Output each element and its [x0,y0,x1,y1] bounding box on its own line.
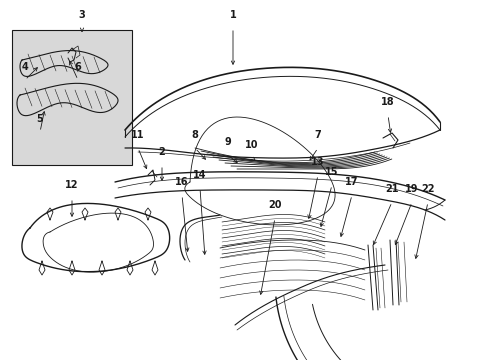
Text: 2: 2 [158,147,165,157]
Text: 8: 8 [191,130,198,140]
Text: 3: 3 [79,10,85,20]
Text: 20: 20 [268,200,281,210]
Text: 14: 14 [193,170,206,180]
Text: 17: 17 [345,177,358,187]
Text: 6: 6 [75,62,81,72]
Text: 9: 9 [224,137,231,147]
Text: 21: 21 [385,184,398,194]
Text: 12: 12 [65,180,79,190]
Text: 4: 4 [21,62,28,72]
Text: 16: 16 [175,177,188,187]
Text: 5: 5 [37,114,43,124]
Text: 19: 19 [405,184,418,194]
Text: 22: 22 [420,184,434,194]
Text: 7: 7 [314,130,321,140]
Text: 11: 11 [131,130,144,140]
Text: 13: 13 [311,157,324,167]
Bar [12,30,132,165]
Text: 1: 1 [229,10,236,20]
Text: 10: 10 [245,140,258,150]
Text: 15: 15 [325,167,338,177]
Text: 18: 18 [381,97,394,107]
